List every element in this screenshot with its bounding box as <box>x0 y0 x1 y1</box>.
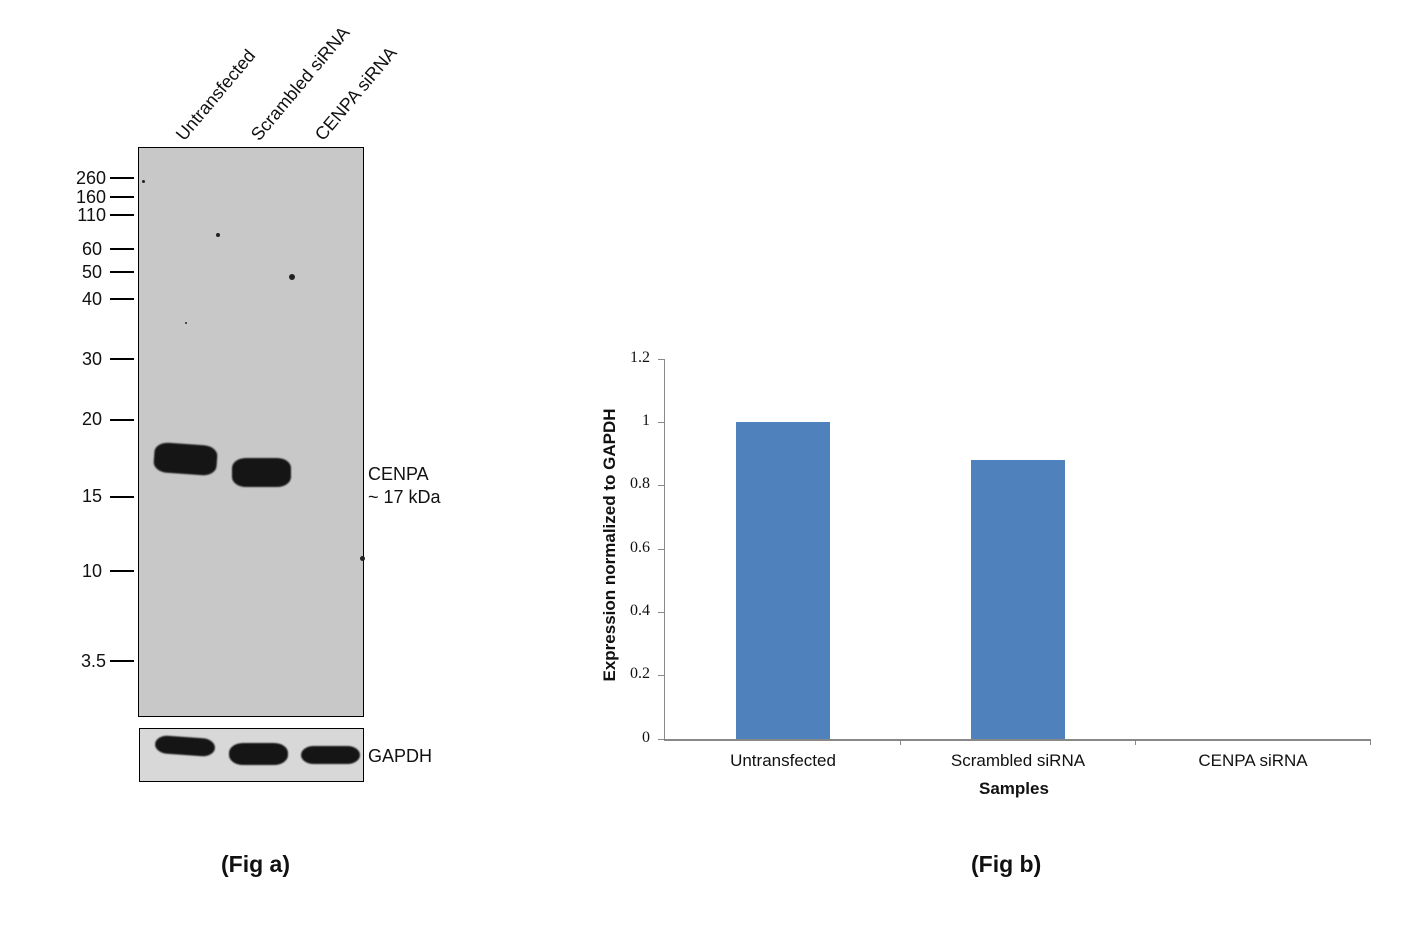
blot-speck <box>289 274 295 280</box>
y-tick-label: 0.2 <box>630 665 650 682</box>
bar-untransfected <box>736 422 830 739</box>
cenpa-band-scrambled-sirna <box>232 458 291 487</box>
mw-marker-tick <box>110 660 134 662</box>
mw-marker-tick <box>110 177 134 179</box>
gapdh-blot-panel <box>139 728 364 782</box>
mw-marker-tick <box>110 196 134 198</box>
mw-marker-label: 60 <box>81 239 102 259</box>
mw-marker-label: 50 <box>81 262 102 282</box>
cenpa-blot-panel <box>138 147 365 717</box>
cenpa-band-untransfected <box>153 441 218 477</box>
mw-marker-tick <box>110 358 134 360</box>
blot-speck <box>142 180 145 183</box>
blot-speck <box>185 322 187 324</box>
mw-marker-label: 30 <box>81 349 102 369</box>
blot-speck <box>216 233 220 237</box>
mw-marker-label: 160 <box>75 187 106 207</box>
y-tick-label: 0.4 <box>630 602 650 619</box>
mw-marker-tick <box>110 248 134 250</box>
mw-marker-label: 3.5 <box>80 651 106 671</box>
y-tick-label: 1.2 <box>630 349 650 366</box>
x-axis-title: Samples <box>979 779 1049 798</box>
mw-marker-tick <box>110 298 134 300</box>
y-tick <box>658 422 664 423</box>
mw-marker-label: 10 <box>81 561 102 581</box>
gapdh-band-scrambled-sirna <box>229 743 288 765</box>
y-tick-label: 1 <box>642 412 650 429</box>
mw-marker-label: 110 <box>77 205 106 225</box>
mw-marker-label: 40 <box>81 289 102 309</box>
mw-marker-tick <box>110 496 134 498</box>
mw-marker-tick <box>110 271 134 273</box>
y-tick-label: 0.6 <box>630 539 650 556</box>
x-axis-line <box>664 739 1371 741</box>
y-tick-label: 0 <box>642 729 650 746</box>
y-tick <box>658 739 664 740</box>
target-protein-label: CENPA <box>368 464 429 484</box>
mw-marker-tick <box>110 570 134 572</box>
x-tick <box>1135 739 1136 745</box>
blot-speck <box>360 556 365 561</box>
mw-marker-label: 260 <box>75 168 106 188</box>
y-tick <box>658 675 664 676</box>
y-axis-line <box>664 359 665 740</box>
x-tick <box>1370 739 1371 745</box>
y-tick <box>658 359 664 360</box>
mw-marker-tick <box>110 419 134 421</box>
target-size-label: ~ 17 kDa <box>368 487 441 507</box>
x-category-label: Scrambled siRNA <box>950 751 1086 770</box>
y-tick <box>658 612 664 613</box>
mw-marker-label: 20 <box>81 409 102 429</box>
y-tick <box>658 549 664 550</box>
fig-b-caption: (Fig b) <box>971 851 1042 877</box>
x-category-label: CENPA siRNA <box>1198 751 1308 770</box>
gapdh-band-untransfected <box>154 734 216 758</box>
x-tick <box>900 739 901 745</box>
mw-marker-tick <box>110 214 134 216</box>
y-tick-label: 0.8 <box>630 475 650 492</box>
bar-scrambled-sirna <box>971 460 1065 739</box>
fig-a-caption: (Fig a) <box>221 851 290 877</box>
gapdh-band-cenpa-sirna <box>301 746 360 764</box>
x-category-label: Untransfected <box>730 751 836 770</box>
mw-marker-label: 15 <box>81 486 102 506</box>
y-tick <box>658 485 664 486</box>
loading-control-label: GAPDH <box>368 746 433 766</box>
